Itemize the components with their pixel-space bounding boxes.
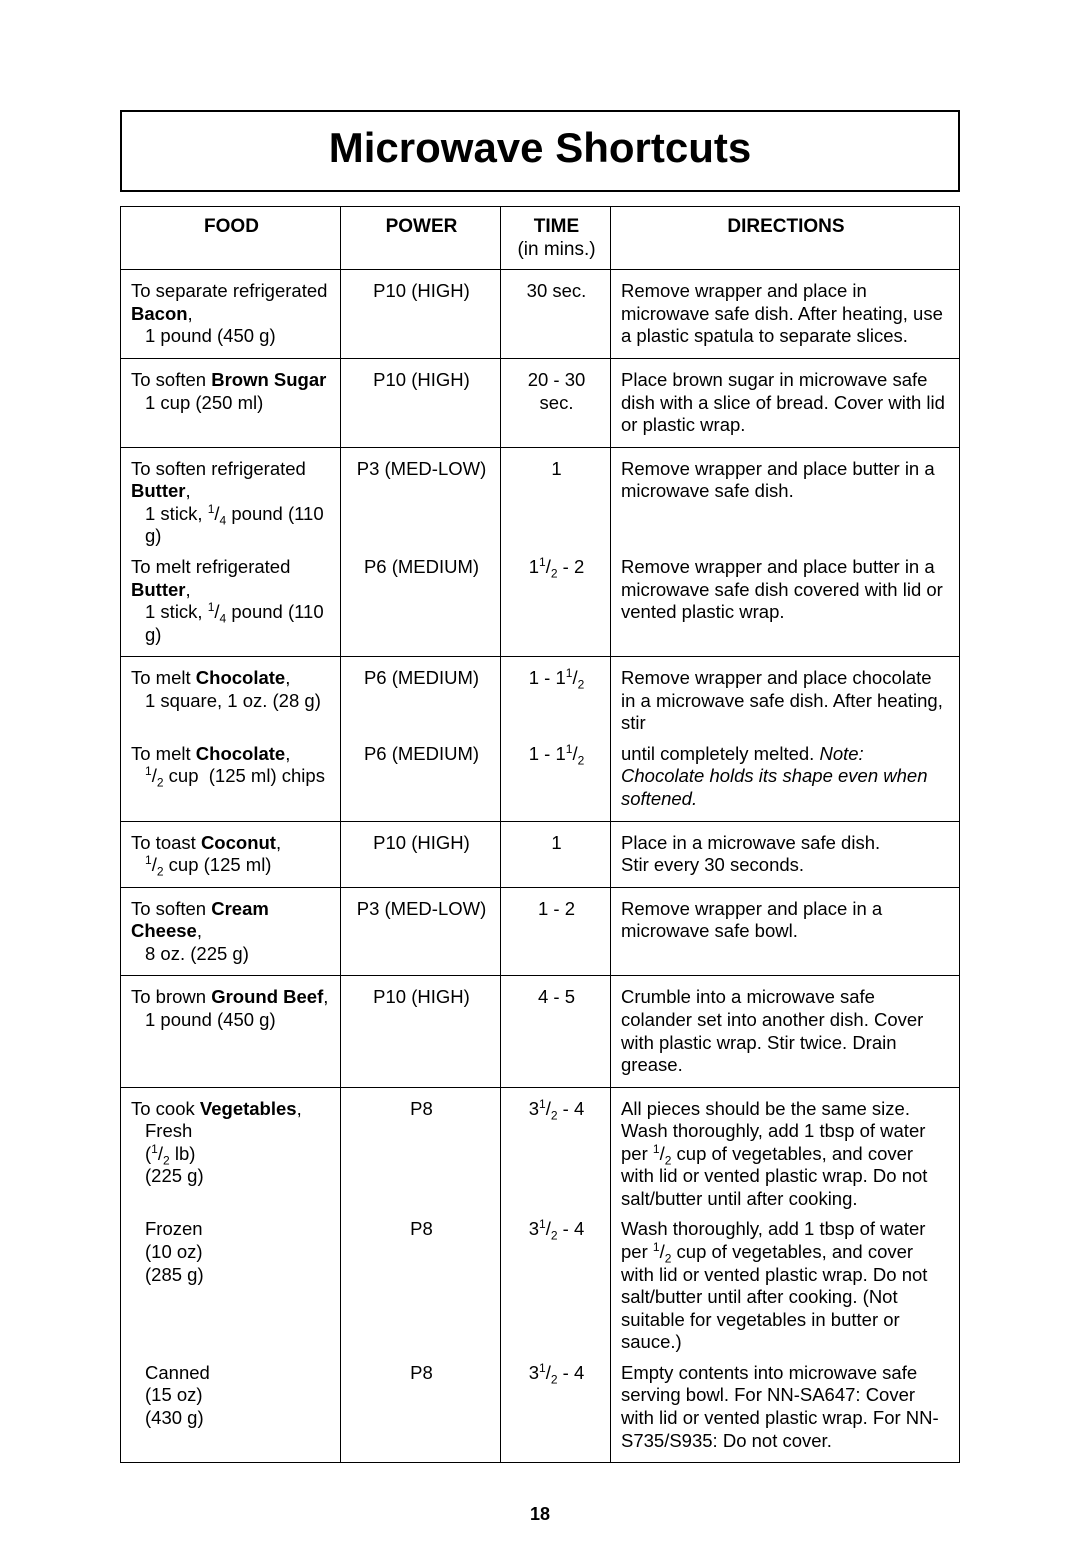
cell-directions: Remove wrapper and place chocolate in a … [611,657,960,739]
cell-food: To separate refrigerated Bacon,1 pound (… [121,270,341,359]
cell-directions: Place in a microwave safe dish.Stir ever… [611,821,960,887]
cell-food: To toast Coconut,1/2 cup (125 ml) [121,821,341,887]
cell-power: P6 (MEDIUM) [341,552,501,657]
cell-power: P6 (MEDIUM) [341,657,501,739]
cell-food: To soften Brown Sugar1 cup (250 ml) [121,359,341,448]
cell-directions: until completely melted. Note: Chocolate… [611,739,960,821]
cell-power: P6 (MEDIUM) [341,739,501,821]
cell-food: To melt Chocolate,1/2 cup (125 ml) chips [121,739,341,821]
table-row: To brown Ground Beef,1 pound (450 g)P10 … [121,976,960,1087]
table-row: Frozen(10 oz)(285 g)P831/2 - 4Wash thoro… [121,1214,960,1357]
table-body: To separate refrigerated Bacon,1 pound (… [121,270,960,1463]
cell-power: P10 (HIGH) [341,359,501,448]
table-row: To separate refrigerated Bacon,1 pound (… [121,270,960,359]
table-row: To melt refrigerated Butter,1 stick, 1/4… [121,552,960,657]
col-header-food: FOOD [121,207,341,270]
cell-food: To soften refrigerated Butter,1 stick, 1… [121,447,341,552]
table-row: To soften Cream Cheese,8 oz. (225 g)P3 (… [121,887,960,976]
table-row: To soften Brown Sugar1 cup (250 ml)P10 (… [121,359,960,448]
table-header-row: FOOD POWER TIME (in mins.) DIRECTIONS [121,207,960,270]
cell-time: 11/2 - 2 [501,552,611,657]
col-header-time-label: TIME [534,216,579,237]
cell-time: 4 - 5 [501,976,611,1087]
cell-power: P10 (HIGH) [341,976,501,1087]
col-header-directions: DIRECTIONS [611,207,960,270]
cell-time: 31/2 - 4 [501,1087,611,1214]
cell-power: P8 [341,1214,501,1357]
table-row: To soften refrigerated Butter,1 stick, 1… [121,447,960,552]
cell-directions: Empty contents into microwave safe servi… [611,1358,960,1463]
table-row: To melt Chocolate,1/2 cup (125 ml) chips… [121,739,960,821]
cell-directions: Remove wrapper and place butter in a mic… [611,447,960,552]
cell-food: To soften Cream Cheese,8 oz. (225 g) [121,887,341,976]
col-header-time-sublabel: (in mins.) [517,239,595,260]
cell-directions: Wash thoroughly, add 1 tbsp of water per… [611,1214,960,1357]
cell-directions: Remove wrapper and place butter in a mic… [611,552,960,657]
cell-power: P3 (MED-LOW) [341,447,501,552]
page-number: 18 [0,1504,1080,1525]
cell-directions: Remove wrapper and place in a microwave … [611,887,960,976]
cell-food: Canned(15 oz)(430 g) [121,1358,341,1463]
page-title: Microwave Shortcuts [122,124,958,172]
cell-time: 31/2 - 4 [501,1214,611,1357]
col-header-time: TIME (in mins.) [501,207,611,270]
cell-time: 1 - 11/2 [501,739,611,821]
cell-power: P8 [341,1358,501,1463]
table-row: To toast Coconut,1/2 cup (125 ml)P10 (HI… [121,821,960,887]
cell-food: To cook Vegetables,Fresh(1/2 lb)(225 g) [121,1087,341,1214]
cell-power: P8 [341,1087,501,1214]
cell-time: 31/2 - 4 [501,1358,611,1463]
cell-power: P3 (MED-LOW) [341,887,501,976]
cell-food: Frozen(10 oz)(285 g) [121,1214,341,1357]
cell-time: 1 [501,447,611,552]
table-row: Canned(15 oz)(430 g)P831/2 - 4Empty cont… [121,1358,960,1463]
table-row: To melt Chocolate,1 square, 1 oz. (28 g)… [121,657,960,739]
cell-time: 1 - 2 [501,887,611,976]
cell-directions: Place brown sugar in microwave safe dish… [611,359,960,448]
cell-food: To melt refrigerated Butter,1 stick, 1/4… [121,552,341,657]
cell-directions: Remove wrapper and place in microwave sa… [611,270,960,359]
cell-directions: Crumble into a microwave safe colander s… [611,976,960,1087]
cell-food: To brown Ground Beef,1 pound (450 g) [121,976,341,1087]
document-page: Microwave Shortcuts FOOD POWER TIME (in … [0,0,1080,1565]
cell-time: 20 - 30 sec. [501,359,611,448]
cell-directions: All pieces should be the same size. Wash… [611,1087,960,1214]
page-title-box: Microwave Shortcuts [120,110,960,192]
cell-power: P10 (HIGH) [341,270,501,359]
cell-power: P10 (HIGH) [341,821,501,887]
cell-time: 1 - 11/2 [501,657,611,739]
shortcuts-table: FOOD POWER TIME (in mins.) DIRECTIONS To… [120,206,960,1463]
cell-time: 30 sec. [501,270,611,359]
col-header-power: POWER [341,207,501,270]
cell-time: 1 [501,821,611,887]
cell-food: To melt Chocolate,1 square, 1 oz. (28 g) [121,657,341,739]
table-row: To cook Vegetables,Fresh(1/2 lb)(225 g)P… [121,1087,960,1214]
